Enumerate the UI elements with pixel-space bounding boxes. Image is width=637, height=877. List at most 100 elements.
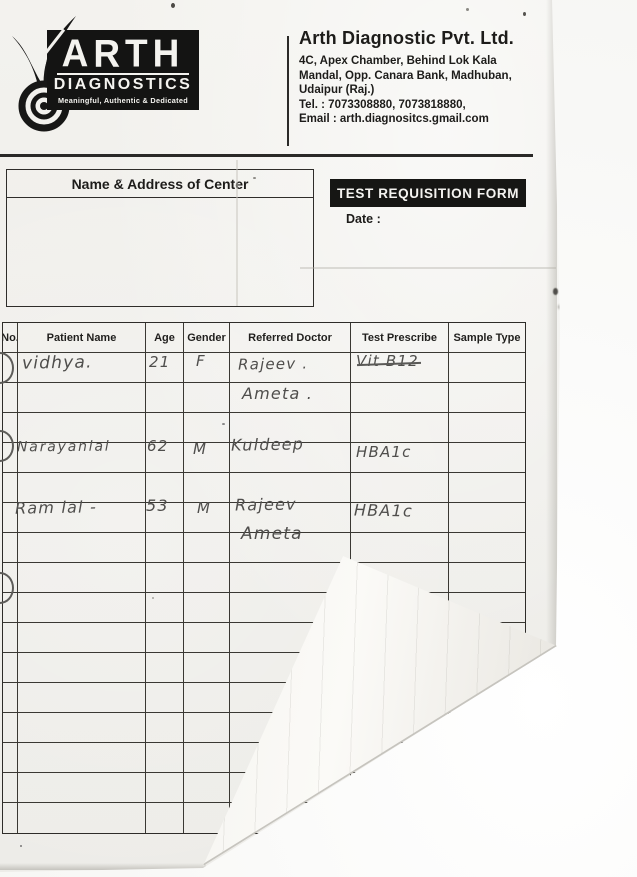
table-cell	[146, 683, 184, 712]
table-cell	[146, 353, 184, 382]
table-cell	[449, 383, 525, 412]
table-cell	[449, 353, 525, 382]
table-cell	[18, 503, 146, 532]
table-cell	[18, 683, 146, 712]
table-cell	[18, 713, 146, 742]
paper-crease	[300, 267, 556, 269]
table-cell	[184, 443, 230, 472]
table-cell	[3, 593, 18, 622]
col-header-gender: Gender	[184, 323, 230, 352]
table-cell	[184, 533, 230, 562]
hw-patient-1: vidhya.	[21, 352, 93, 374]
scan-speck	[152, 597, 154, 599]
table-cell	[18, 443, 146, 472]
table-cell	[146, 713, 184, 742]
table-row	[3, 383, 525, 413]
hw-doctor-1-line1: Rajeev .	[237, 354, 309, 374]
table-cell	[230, 413, 351, 442]
table-cell	[449, 473, 525, 502]
company-address-line1: 4C, Apex Chamber, Behind Lok Kala	[299, 55, 497, 67]
table-cell	[18, 593, 146, 622]
hw-test-3: HBA1c	[353, 500, 414, 521]
scan-speck	[523, 12, 526, 16]
hw-doctor-3-line1: Rajeev	[234, 494, 297, 515]
table-row	[3, 533, 525, 563]
table-cell	[351, 473, 449, 502]
table-cell	[230, 473, 351, 502]
table-cell	[3, 443, 18, 472]
table-cell	[18, 773, 146, 802]
table-cell	[146, 803, 184, 833]
table-cell	[184, 593, 230, 622]
scan-smudge	[557, 301, 560, 311]
scan-smudge	[553, 288, 558, 295]
table-cell	[184, 473, 230, 502]
hw-age-2: 62	[147, 437, 169, 455]
table-cell	[18, 383, 146, 412]
company-address-line3: Udaipur (Raj.)	[299, 84, 375, 96]
table-cell	[184, 623, 230, 652]
table-cell	[18, 743, 146, 772]
table-cell	[449, 713, 525, 742]
table-cell	[351, 503, 449, 532]
table-cell	[3, 503, 18, 532]
table-cell	[3, 743, 18, 772]
table-cell	[351, 563, 449, 592]
table-cell	[449, 533, 525, 562]
logo-name: ARTH	[61, 31, 185, 75]
table-cell	[3, 383, 18, 412]
table-cell	[351, 443, 449, 472]
table-cell	[3, 803, 18, 833]
table-cell	[18, 533, 146, 562]
table-cell	[449, 503, 525, 532]
logo-box: ARTH DIAGNOSTICS Meaningful, Authentic &…	[47, 30, 199, 110]
table-cell	[18, 353, 146, 382]
table-cell	[184, 683, 230, 712]
table-cell	[146, 383, 184, 412]
table-cell	[3, 473, 18, 502]
date-label: Date :	[346, 212, 381, 226]
table-cell	[18, 473, 146, 502]
table-cell	[3, 773, 18, 802]
col-header-test-prescribe: Test Prescribe	[351, 323, 449, 352]
logo-divider	[57, 72, 189, 75]
table-cell	[3, 623, 18, 652]
hw-gender-3: M	[197, 499, 212, 517]
table-cell	[449, 413, 525, 442]
table-cell	[184, 713, 230, 742]
paper-bottom-edge-shadow	[0, 863, 206, 870]
company-email: Email : arth.diagnositcs.gmail.com	[299, 113, 489, 125]
hw-doctor-1-line2: Ameta .	[242, 384, 314, 403]
table-row	[3, 473, 525, 503]
hw-patient-2: Narayanlal	[16, 438, 111, 456]
table-cell	[146, 743, 184, 772]
hw-gender-1: F	[196, 352, 206, 370]
table-row	[3, 563, 525, 593]
table-cell	[230, 503, 351, 532]
center-address-box: Name & Address of Center	[6, 169, 314, 307]
table-cell	[18, 623, 146, 652]
table-cell	[351, 533, 449, 562]
scan-speck	[222, 423, 225, 425]
table-cell	[184, 653, 230, 682]
col-header-referred-doctor: Referred Doctor	[230, 323, 351, 352]
table-cell	[184, 743, 230, 772]
hw-doctor-3-line2: Ameta	[241, 524, 303, 544]
table-cell	[146, 443, 184, 472]
scan-speck	[20, 845, 22, 847]
table-cell	[146, 413, 184, 442]
table-cell	[184, 563, 230, 592]
hw-test-2: HBA1c	[356, 443, 412, 461]
table-cell	[146, 503, 184, 532]
table-cell	[3, 713, 18, 742]
table-cell	[351, 383, 449, 412]
company-tel: Tel. : 7073308880, 7073818880,	[299, 98, 466, 111]
center-box-title: Name & Address of Center	[7, 170, 313, 198]
hw-doctor-2-line1: Kuldeep	[230, 434, 305, 455]
table-cell	[230, 353, 351, 382]
table-cell	[184, 413, 230, 442]
col-header-sample-type: Sample Type	[453, 331, 521, 344]
table-cell	[351, 803, 449, 833]
table-cell	[146, 593, 184, 622]
